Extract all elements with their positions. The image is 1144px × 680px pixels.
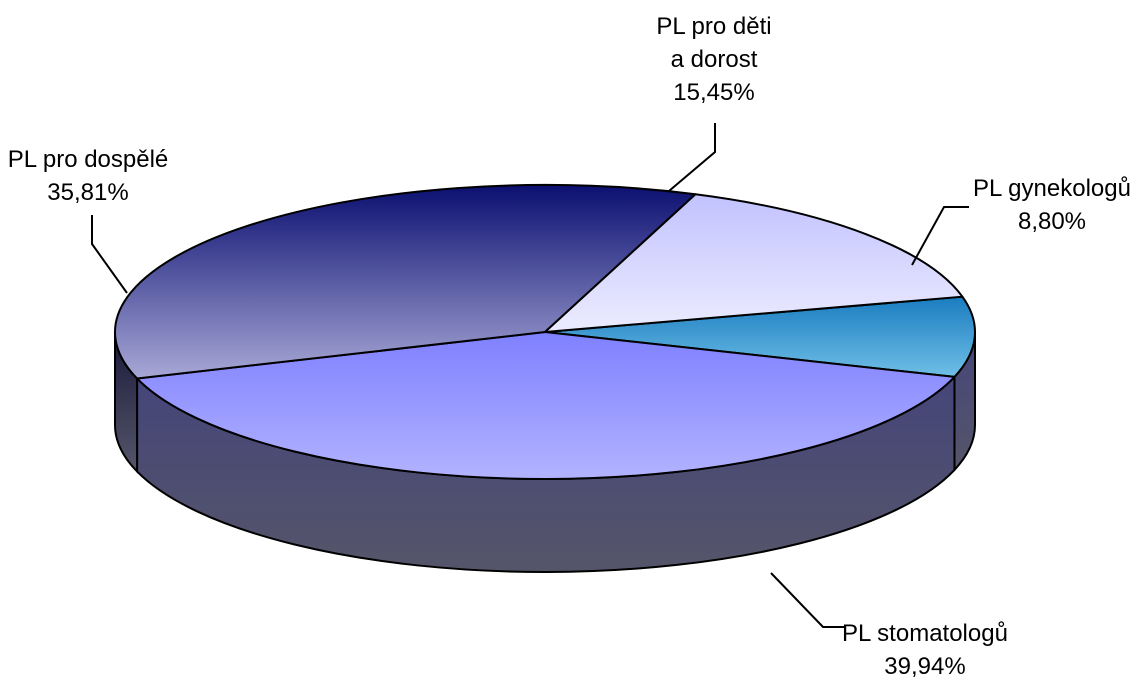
pie-slice [544,295,976,378]
leader-line [770,572,846,628]
pie-slice [136,331,956,480]
slice-value-label: 35,81% [47,179,128,206]
slice-label: PL gynekologů 8,80% [973,175,1131,235]
leader-line [91,215,128,294]
pie-slice [114,184,697,380]
slice-label: PL stomatologů 39,94% [842,620,1008,680]
pie-slice [544,193,964,333]
slice-label: PL pro děti a dorost 15,45% [656,13,771,106]
slice-name-label: PL pro dospělé [8,146,169,173]
slice-name-label: a dorost [671,46,758,73]
slice-value-label: 39,94% [884,653,965,680]
slice-label: PL pro dospělé 35,81% [8,146,169,206]
slice-name-label: PL pro děti [656,13,771,40]
slice-name-label: PL stomatologů [842,620,1008,647]
slice-value-label: 15,45% [673,79,754,106]
pie-slices [114,184,976,480]
leader-lines [91,123,969,628]
slice-value-label: 8,80% [1018,208,1086,235]
leader-line [911,206,969,266]
slice-name-label: PL gynekologů [973,175,1131,202]
leader-line [668,123,716,192]
slice-labels: PL gynekologů 8,80%PL stomatologů 39,94%PL… [8,13,1131,680]
